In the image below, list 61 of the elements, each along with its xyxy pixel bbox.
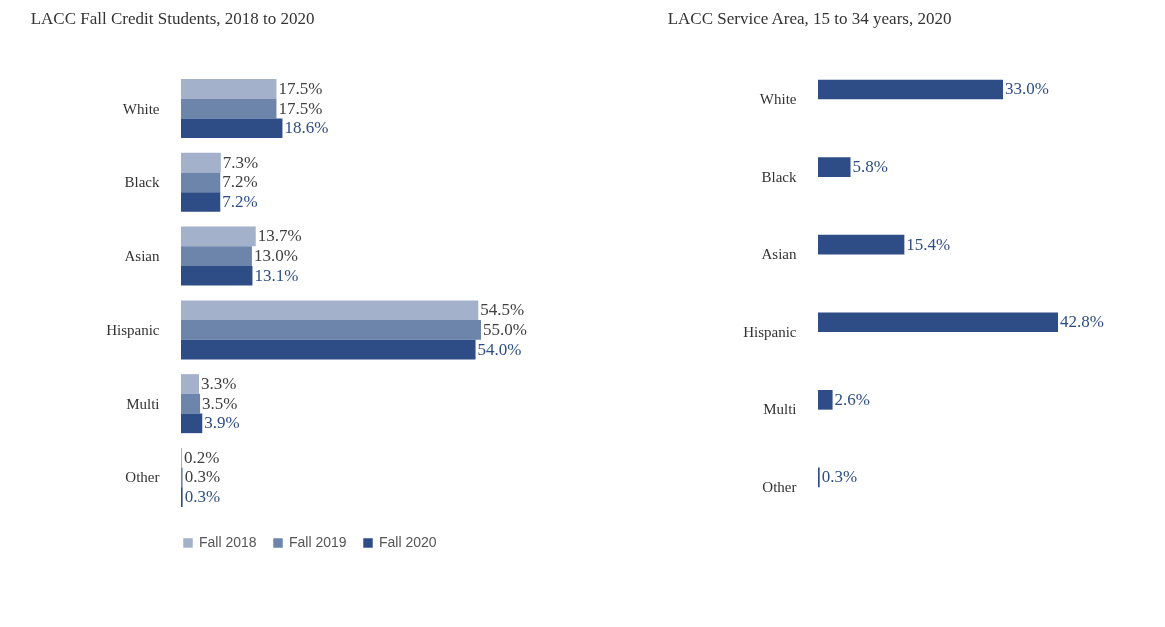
data-label: 42.8% bbox=[1060, 312, 1104, 332]
bar bbox=[181, 98, 277, 119]
data-label: 0.3% bbox=[821, 467, 858, 487]
data-label: 13.0% bbox=[253, 246, 298, 266]
data-label: 55.0% bbox=[483, 319, 527, 339]
bar bbox=[818, 389, 833, 410]
data-label: 0.2% bbox=[184, 447, 220, 467]
chart-title: LACC Service Area, 15 to 34 years, 2020 bbox=[667, 9, 952, 28]
bar bbox=[181, 152, 221, 173]
y-tick-label: Hispanic bbox=[106, 321, 160, 338]
data-label: 3.3% bbox=[201, 373, 237, 393]
bar bbox=[181, 172, 221, 193]
y-tick-label: Other bbox=[762, 478, 797, 495]
data-label: 5.8% bbox=[852, 157, 888, 177]
data-label: 15.4% bbox=[906, 234, 951, 254]
y-tick-label: Black bbox=[124, 174, 160, 191]
data-label: 2.6% bbox=[834, 389, 870, 409]
bar bbox=[181, 374, 199, 394]
legend-label: Fall 2019 bbox=[289, 534, 347, 550]
bar bbox=[181, 300, 479, 321]
bar bbox=[181, 413, 203, 434]
y-tick-label: White bbox=[759, 91, 797, 108]
data-label: 17.5% bbox=[278, 98, 323, 118]
bar bbox=[818, 157, 851, 177]
data-label: 33.0% bbox=[1005, 79, 1049, 99]
bar bbox=[818, 234, 905, 255]
y-tick-label: Asian bbox=[124, 248, 160, 265]
data-label: 3.9% bbox=[204, 413, 240, 433]
data-label: 54.5% bbox=[480, 300, 525, 320]
bar bbox=[181, 339, 476, 360]
data-label: 3.5% bbox=[202, 393, 238, 413]
data-label: 13.7% bbox=[257, 226, 302, 246]
y-tick-label: Multi bbox=[763, 401, 797, 418]
data-label: 18.6% bbox=[284, 118, 329, 138]
bar bbox=[181, 320, 481, 340]
data-label: 7.3% bbox=[222, 152, 259, 172]
bar bbox=[181, 79, 277, 99]
y-tick-label: White bbox=[122, 100, 160, 117]
data-label: 7.2% bbox=[222, 192, 258, 212]
bar bbox=[181, 246, 252, 266]
y-tick-label: Other bbox=[125, 469, 160, 486]
bar bbox=[181, 226, 256, 247]
data-label: 0.3% bbox=[184, 467, 221, 487]
bar bbox=[181, 192, 221, 212]
bar bbox=[818, 312, 1058, 333]
data-label: 0.3% bbox=[184, 487, 221, 507]
bar bbox=[181, 265, 253, 286]
legend-label: Fall 2020 bbox=[379, 534, 437, 550]
y-tick-label: Hispanic bbox=[743, 323, 797, 340]
y-tick-label: Asian bbox=[761, 246, 797, 263]
bar bbox=[181, 118, 283, 139]
data-label: 17.5% bbox=[278, 78, 323, 98]
data-label: 54.0% bbox=[477, 339, 522, 359]
y-tick-label: Black bbox=[761, 168, 797, 185]
chart-title: LACC Fall Credit Students, 2018 to 2020 bbox=[30, 9, 315, 28]
data-label: 13.1% bbox=[254, 265, 299, 285]
legend-label: Fall 2018 bbox=[199, 534, 257, 550]
bar bbox=[818, 79, 1004, 100]
bar bbox=[181, 393, 201, 414]
y-tick-label: Multi bbox=[126, 395, 160, 412]
data-label: 7.2% bbox=[222, 172, 258, 192]
